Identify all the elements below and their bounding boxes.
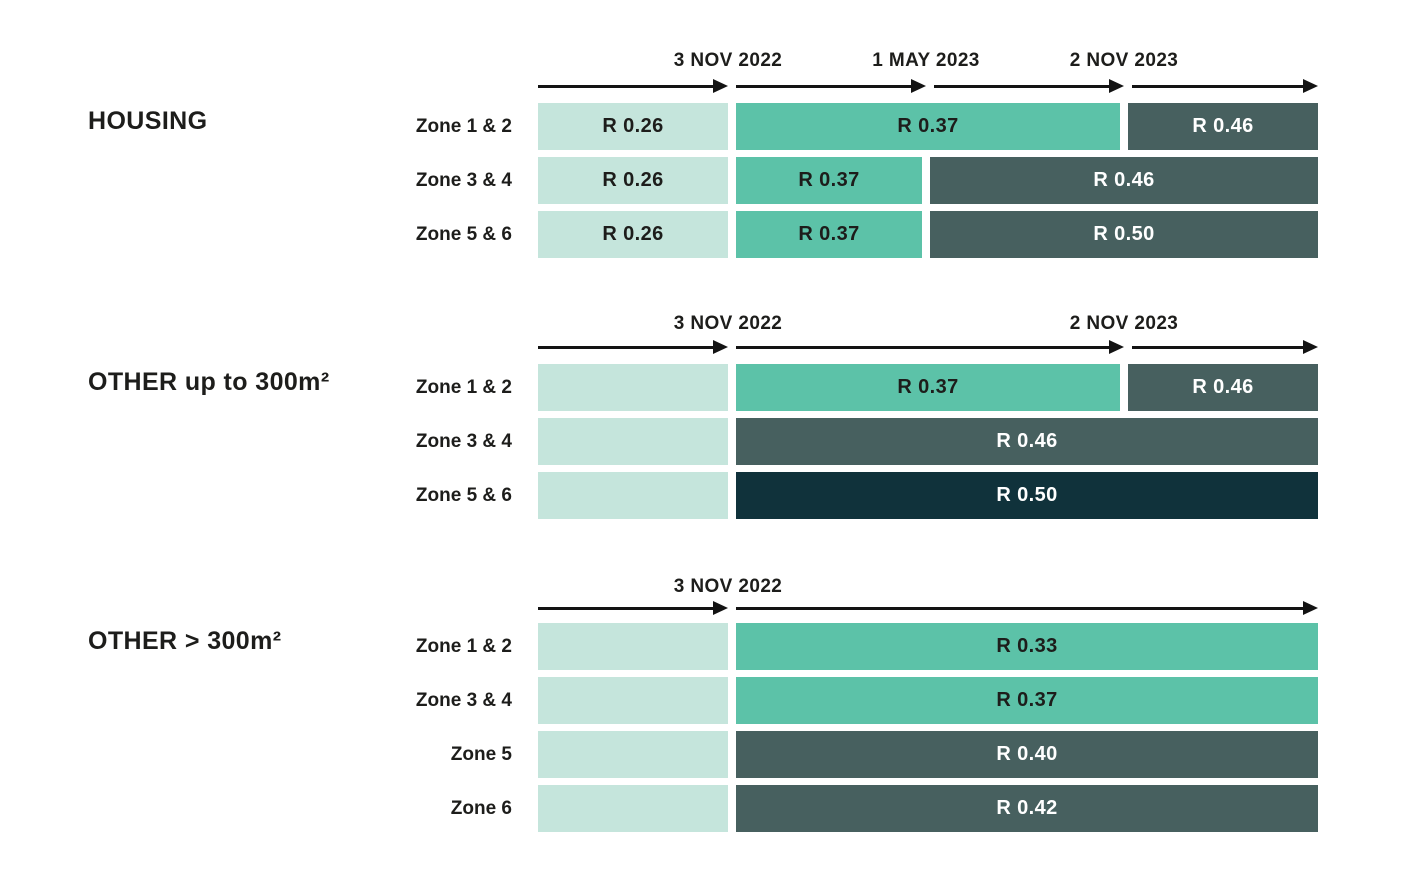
arrow-head-icon [1109,340,1124,354]
arrow-shaft [736,346,1113,349]
arrow-head-icon [1303,79,1318,93]
arrow-shaft [736,607,1307,610]
tariff-track: R 0.50 [538,472,1318,519]
tariff-segment [538,623,728,670]
tariff-track: R 0.26 R 0.37 R 0.46 [538,157,1318,204]
arrow-head-icon [713,340,728,354]
zone-label: Zone 6 [450,798,512,819]
arrow-icon [736,340,1124,354]
arrow-shaft [1132,85,1307,88]
zone-label: Zone 3 & 4 [415,170,512,191]
zone-row: Zone 1 & 2 R 0.33 [410,623,1318,670]
tariff-segment: R 0.46 [930,157,1318,204]
tariff-track: R 0.26 R 0.37 R 0.50 [538,211,1318,258]
tariff-segment: R 0.33 [736,623,1318,670]
date-label: 3 NOV 2022 [673,576,783,597]
section-title-other-up-to-300: OTHER up to 300m² [88,368,330,396]
timeline-arrows-other-up-to-300 [538,340,1318,354]
tariff-track: R 0.42 [538,785,1318,832]
tariff-segment: R 0.37 [736,677,1318,724]
tariff-track: R 0.37 R 0.46 [538,364,1318,411]
date-label: 2 NOV 2023 [1069,50,1179,71]
zone-row: Zone 3 & 4 R 0.46 [410,418,1318,465]
timeline-arrows-housing [538,79,1318,93]
tariff-track: R 0.40 [538,731,1318,778]
arrow-head-icon [713,601,728,615]
arrow-head-icon [1303,340,1318,354]
tariff-segment [538,785,728,832]
tariff-track: R 0.33 [538,623,1318,670]
arrow-head-icon [713,79,728,93]
zone-row: Zone 5 R 0.40 [410,731,1318,778]
zone-label: Zone 1 & 2 [415,377,512,398]
date-labels-housing: 3 NOV 2022 1 MAY 2023 2 NOV 2023 [538,50,1318,74]
arrow-shaft [538,346,717,349]
tariff-segment: R 0.37 [736,364,1120,411]
timeline-arrows-other-over-300 [538,601,1318,615]
tariff-segment: R 0.46 [1128,103,1318,150]
zone-label: Zone 5 & 6 [415,224,512,245]
zone-label: Zone 5 & 6 [415,485,512,506]
zone-label: Zone 3 & 4 [415,690,512,711]
zone-row: Zone 1 & 2 R 0.37 R 0.46 [410,364,1318,411]
date-label: 2 NOV 2023 [1069,313,1179,334]
tariff-segment: R 0.42 [736,785,1318,832]
date-labels-other-over-300: 3 NOV 2022 [538,576,1318,600]
section-title-other-over-300: OTHER > 300m² [88,627,282,655]
tariff-segment: R 0.46 [736,418,1318,465]
section-title-housing: HOUSING [88,107,208,135]
tariff-track: R 0.26 R 0.37 R 0.46 [538,103,1318,150]
tariff-segment [538,472,728,519]
zone-row: Zone 5 & 6 R 0.26 R 0.37 R 0.50 [410,211,1318,258]
arrow-shaft [1132,346,1307,349]
tariff-track: R 0.46 [538,418,1318,465]
tariff-segment: R 0.37 [736,103,1120,150]
arrow-head-icon [911,79,926,93]
tariff-segment [538,731,728,778]
tariff-segment: R 0.50 [736,472,1318,519]
arrow-shaft [538,607,717,610]
arrow-icon [736,601,1318,615]
zone-label: Zone 5 [450,744,512,765]
tariff-segment: R 0.37 [736,211,922,258]
zone-row: Zone 1 & 2 R 0.26 R 0.37 R 0.46 [410,103,1318,150]
arrow-icon [1132,79,1318,93]
arrow-icon [1132,340,1318,354]
zone-label: Zone 1 & 2 [415,636,512,657]
tariff-segment: R 0.50 [930,211,1318,258]
zone-label: Zone 1 & 2 [415,116,512,137]
date-label: 1 MAY 2023 [872,50,980,71]
zone-label: Zone 3 & 4 [415,431,512,452]
arrow-icon [538,601,728,615]
tariff-segment: R 0.26 [538,103,728,150]
arrow-icon [538,79,728,93]
date-labels-other-up-to-300: 3 NOV 2022 2 NOV 2023 [538,313,1318,337]
tariff-segment [538,418,728,465]
zone-row: Zone 3 & 4 R 0.37 [410,677,1318,724]
arrow-shaft [736,85,915,88]
tariff-segment: R 0.40 [736,731,1318,778]
arrow-shaft [934,85,1113,88]
zone-row: Zone 6 R 0.42 [410,785,1318,832]
zone-row: Zone 3 & 4 R 0.26 R 0.37 R 0.46 [410,157,1318,204]
tariff-segment: R 0.46 [1128,364,1318,411]
tariff-segment: R 0.26 [538,157,728,204]
tariff-segment [538,364,728,411]
tariff-segment [538,677,728,724]
arrow-shaft [538,85,717,88]
tariff-track: R 0.37 [538,677,1318,724]
arrow-head-icon [1303,601,1318,615]
arrow-icon [934,79,1124,93]
arrow-icon [538,340,728,354]
arrow-head-icon [1109,79,1124,93]
date-label: 3 NOV 2022 [673,50,783,71]
date-label: 3 NOV 2022 [673,313,783,334]
tariff-segment: R 0.26 [538,211,728,258]
arrow-icon [736,79,926,93]
zone-row: Zone 5 & 6 R 0.50 [410,472,1318,519]
tariff-segment: R 0.37 [736,157,922,204]
